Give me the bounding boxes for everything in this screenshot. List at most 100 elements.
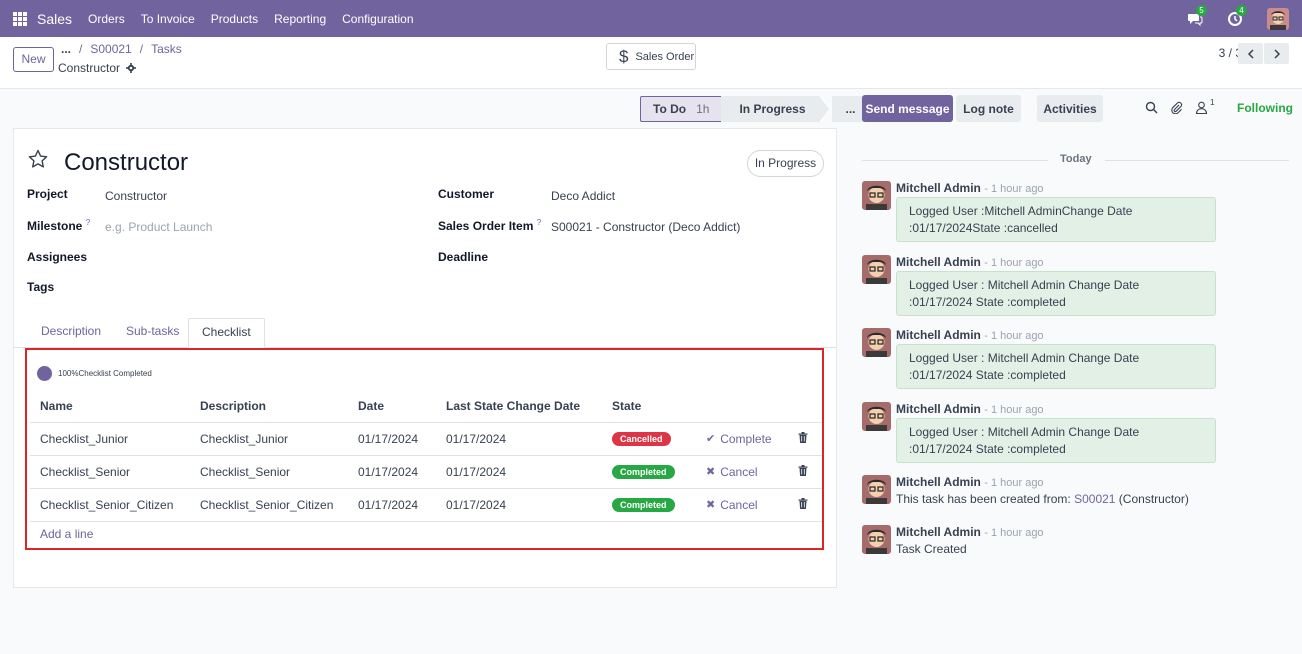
- author-name[interactable]: Mitchell Admin: [896, 525, 981, 539]
- new-button[interactable]: New: [13, 47, 54, 72]
- app-brand[interactable]: Sales: [37, 10, 73, 27]
- tab-checklist[interactable]: Checklist: [188, 318, 265, 348]
- table-row[interactable]: Checklist_Senior_Citizen Checklist_Senio…: [30, 488, 822, 522]
- smart-button-label: Sales Order: [635, 50, 695, 63]
- date-separator-label: Today: [1060, 153, 1092, 165]
- cell-description[interactable]: Checklist_Junior: [190, 422, 348, 456]
- author-name[interactable]: Mitchell Admin: [896, 402, 981, 416]
- tab-description[interactable]: Description: [41, 324, 102, 338]
- breadcrumb-collapsed[interactable]: ...: [61, 42, 72, 56]
- message-time: - 1 hour ago: [984, 330, 1044, 342]
- pager-value[interactable]: 3 / 3: [1218, 46, 1242, 60]
- author-name[interactable]: Mitchell Admin: [896, 181, 981, 195]
- message-author: Mitchell Admin - 1 hour ago: [896, 402, 1044, 416]
- message-time: - 1 hour ago: [984, 477, 1044, 489]
- avatar[interactable]: [862, 525, 891, 554]
- column-last-state-change-date[interactable]: Last State Change Date: [436, 390, 602, 423]
- star-icon[interactable]: [28, 149, 48, 169]
- customer-field[interactable]: Deco Addict: [551, 189, 616, 203]
- cell-name[interactable]: Checklist_Senior_Citizen: [30, 488, 190, 522]
- cell-action: ✖ Cancel: [696, 455, 788, 489]
- avatar[interactable]: [862, 181, 891, 210]
- cell-date[interactable]: 01/17/2024: [348, 488, 436, 522]
- avatar[interactable]: [862, 328, 891, 357]
- cell-last-change[interactable]: 01/17/2024: [436, 455, 602, 489]
- progress-circle: [37, 366, 52, 381]
- menu-orders[interactable]: Orders: [88, 11, 125, 26]
- deadline-label: Deadline: [438, 250, 489, 264]
- message-line: :01/17/2024State :cancelled: [909, 221, 1058, 235]
- column-state[interactable]: State: [602, 390, 696, 423]
- author-name[interactable]: Mitchell Admin: [896, 328, 981, 342]
- task-status-button[interactable]: In Progress: [747, 150, 824, 177]
- column-name[interactable]: Name: [30, 390, 190, 423]
- checklist-panel: 100%Checklist Completed Name Description…: [25, 348, 824, 550]
- tab-sub-tasks[interactable]: Sub-tasks: [126, 324, 180, 338]
- gear-icon[interactable]: [126, 63, 137, 73]
- avatar[interactable]: [862, 402, 891, 431]
- sale-order-link[interactable]: S00021: [1074, 492, 1116, 506]
- milestone-field[interactable]: e.g. Product Launch: [105, 220, 213, 234]
- followers-icon[interactable]: [1195, 101, 1208, 114]
- cell-name[interactable]: Checklist_Junior: [30, 422, 190, 456]
- followers-count: 1: [1210, 98, 1215, 107]
- help-tooltip-icon[interactable]: ?: [536, 218, 542, 227]
- breadcrumb-separator: /: [139, 42, 144, 56]
- paperclip-icon[interactable]: [1170, 101, 1183, 114]
- table-row[interactable]: Checklist_Senior Checklist_Senior 01/17/…: [30, 455, 822, 489]
- cancel-button[interactable]: ✖ Cancel: [706, 465, 758, 479]
- menu-configuration[interactable]: Configuration: [342, 11, 414, 26]
- help-tooltip-icon[interactable]: ?: [85, 218, 91, 227]
- task-title[interactable]: Constructor: [64, 149, 189, 176]
- activities-button[interactable]: Activities: [1037, 95, 1103, 122]
- user-avatar[interactable]: [1267, 7, 1289, 30]
- menu-to-invoice[interactable]: To Invoice: [140, 11, 195, 26]
- menu-products[interactable]: Products: [210, 11, 259, 26]
- activities-clock-icon[interactable]: 4: [1227, 4, 1247, 27]
- search-icon[interactable]: [1145, 101, 1158, 114]
- table-row[interactable]: Checklist_Junior Checklist_Junior 01/17/…: [30, 422, 822, 456]
- trash-icon[interactable]: [798, 497, 808, 509]
- send-message-button[interactable]: Send message: [862, 95, 953, 122]
- author-name[interactable]: Mitchell Admin: [896, 475, 981, 489]
- column-description[interactable]: Description: [190, 390, 348, 423]
- cell-last-change[interactable]: 01/17/2024: [436, 488, 602, 522]
- message-time: - 1 hour ago: [984, 404, 1044, 416]
- dollar-icon: $: [619, 46, 629, 66]
- author-name[interactable]: Mitchell Admin: [896, 255, 981, 269]
- cancel-button[interactable]: ✖ Cancel: [706, 498, 758, 512]
- trash-icon[interactable]: [798, 464, 808, 476]
- cell-name[interactable]: Checklist_Senior: [30, 455, 190, 489]
- stage-todo[interactable]: To Do 1h: [640, 96, 722, 122]
- add-line-link[interactable]: Add a line: [40, 527, 94, 541]
- sales-order-smart-button[interactable]: $ Sales Order: [606, 43, 696, 70]
- complete-button[interactable]: ✔ Complete: [706, 432, 772, 446]
- pager-previous-button[interactable]: [1238, 43, 1263, 64]
- project-field[interactable]: Constructor: [105, 189, 168, 203]
- cell-date[interactable]: 01/17/2024: [348, 422, 436, 456]
- sales-order-item-field[interactable]: S00021 - Constructor (Deco Addict): [551, 220, 741, 234]
- breadcrumb-sale-order[interactable]: S00021: [90, 42, 132, 56]
- message-body: Task Created: [896, 542, 967, 556]
- stage-in-progress[interactable]: In Progress: [721, 96, 820, 122]
- checklist-table: Name Description Date Last State Change …: [30, 390, 822, 522]
- breadcrumb-tasks[interactable]: Tasks: [151, 42, 182, 56]
- apps-grid-icon[interactable]: [13, 11, 27, 26]
- messages-icon[interactable]: 5: [1187, 4, 1207, 27]
- cell-description[interactable]: Checklist_Senior: [190, 455, 348, 489]
- avatar[interactable]: [862, 475, 891, 504]
- cell-last-change[interactable]: 01/17/2024: [436, 422, 602, 456]
- cell-delete: [788, 488, 822, 522]
- column-date[interactable]: Date: [348, 390, 436, 423]
- pager-next-button[interactable]: [1264, 43, 1289, 64]
- following-button[interactable]: Following: [1237, 101, 1293, 115]
- cell-action: ✔ Complete: [696, 422, 788, 456]
- trash-icon[interactable]: [798, 431, 808, 443]
- cell-date[interactable]: 01/17/2024: [348, 455, 436, 489]
- log-note-button[interactable]: Log note: [956, 95, 1021, 122]
- messages-badge: 5: [1196, 4, 1207, 16]
- message-author: Mitchell Admin - 1 hour ago: [896, 525, 1044, 539]
- avatar[interactable]: [862, 255, 891, 284]
- menu-reporting[interactable]: Reporting: [274, 11, 327, 26]
- cell-description[interactable]: Checklist_Senior_Citizen: [190, 488, 348, 522]
